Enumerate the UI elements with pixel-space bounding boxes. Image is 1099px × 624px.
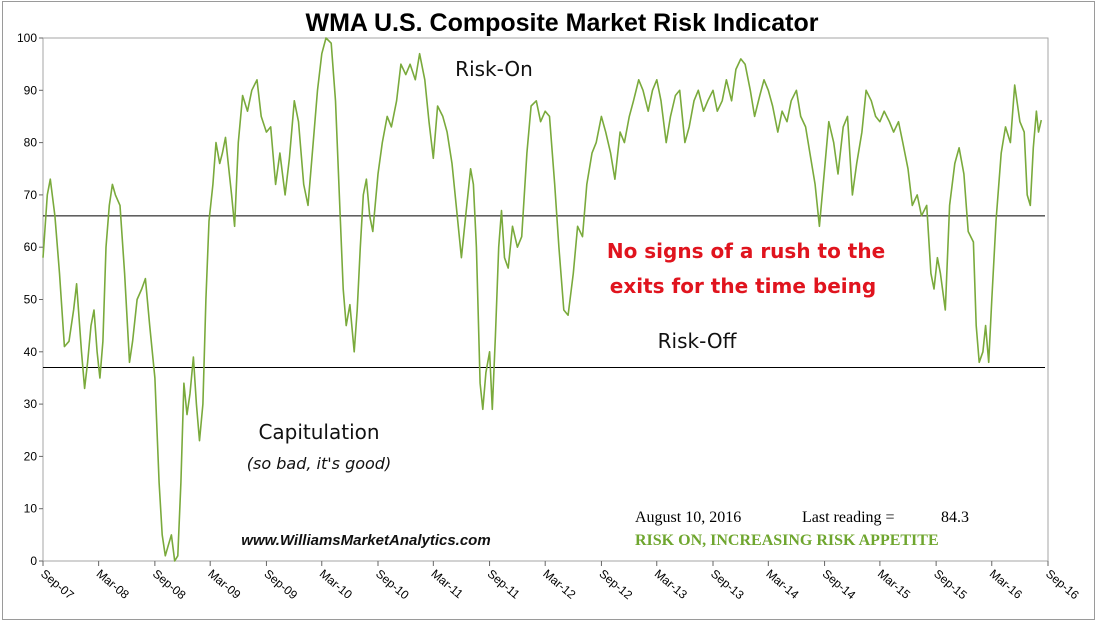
x-tick-label: Sep-09 [262, 567, 301, 603]
x-tick-label: Mar-10 [317, 567, 355, 602]
x-tick-label: Sep-07 [38, 567, 77, 603]
x-tick-label: Mar-09 [205, 567, 243, 602]
risk-on-label: Risk-On [455, 57, 533, 81]
y-tick-label: 50 [24, 293, 38, 307]
x-tick-label: Mar-08 [94, 567, 132, 602]
capitulation-sublabel: (so bad, it's good) [247, 454, 391, 473]
x-tick-label: Sep-14 [820, 567, 859, 603]
y-tick-label: 70 [24, 188, 38, 202]
y-tick-label: 90 [24, 83, 38, 97]
series-layer [42, 37, 1043, 562]
y-tick-label: 100 [17, 31, 37, 45]
x-tick-label: Mar-11 [428, 567, 466, 602]
x-tick-label: Mar-16 [987, 567, 1025, 602]
reading-date: August 10, 2016 [635, 509, 741, 526]
x-tick-label: Mar-15 [875, 567, 913, 602]
x-tick-label: Sep-12 [597, 567, 636, 603]
x-tick-label: Sep-10 [373, 567, 412, 603]
x-tick-label: Sep-15 [931, 567, 970, 603]
y-tick-label: 30 [24, 397, 38, 411]
x-tick-label: Sep-16 [1043, 567, 1082, 603]
y-tick-label: 40 [24, 345, 38, 359]
x-tick-label: Mar-14 [763, 567, 801, 602]
x-tick-label: Mar-12 [540, 567, 578, 602]
x-tick-label: Sep-13 [708, 567, 747, 603]
website-url: www.WilliamsMarketAnalytics.com [241, 532, 490, 549]
y-tick-label: 10 [24, 502, 38, 516]
x-axis: Sep-07 Mar-08 Sep-08 Mar-09 Sep-09 Mar-10 Sep-… [38, 561, 1082, 602]
x-tick-label: Sep-08 [150, 567, 189, 603]
risk-off-label: Risk-Off [658, 329, 738, 353]
plot-area [42, 37, 1049, 562]
reading-label: Last reading = [802, 509, 895, 526]
status-text: RISK ON, INCREASING RISK APPETITE [635, 532, 939, 549]
x-tick-label: Sep-11 [485, 567, 523, 602]
series-line [42, 37, 1043, 562]
callout-line-1: No signs of a rush to the [607, 239, 885, 263]
chart-title: WMA U.S. Composite Market Risk Indicator [305, 9, 818, 37]
reading-value: 84.3 [941, 509, 969, 526]
capitulation-label: Capitulation [258, 420, 379, 444]
y-tick-label: 60 [24, 240, 38, 254]
y-axis: 0 10 20 30 40 50 60 70 80 90 100 [17, 31, 43, 568]
y-tick-label: 20 [24, 449, 38, 463]
threshold-lines [43, 215, 1045, 368]
y-tick-label: 80 [24, 136, 38, 150]
callout-line-2: exits for the time being [610, 274, 876, 298]
x-tick-label: Mar-13 [652, 567, 690, 602]
y-tick-label: 0 [30, 554, 37, 568]
